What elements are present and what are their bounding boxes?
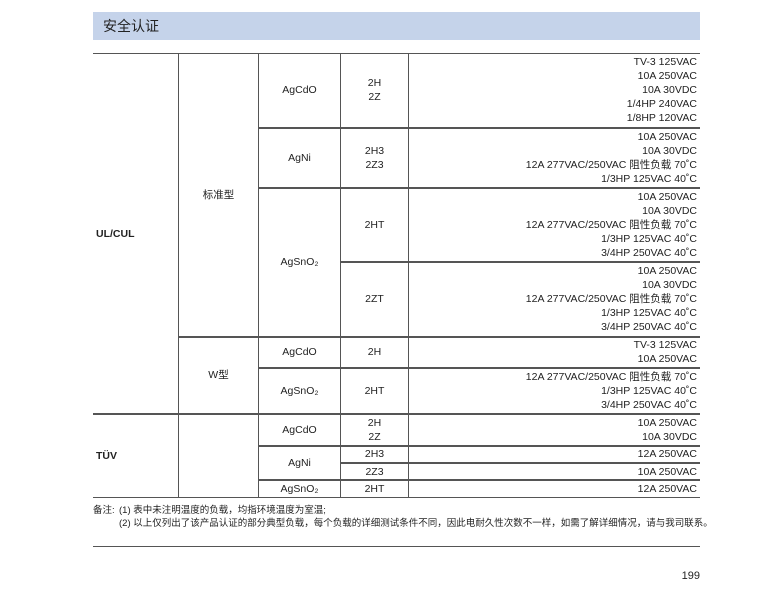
certification: TÜV	[96, 449, 117, 462]
contact-form-cell: 2H 2Z	[340, 414, 408, 446]
rating-cell: 12A 250VAC	[408, 480, 700, 498]
rule	[93, 546, 700, 547]
rating-cell: 10A 250VAC 10A 30VDC	[408, 414, 700, 446]
contact-form: 2ZT	[365, 293, 384, 306]
rating: 10A 250VAC	[637, 70, 697, 83]
type-cell: 标准型	[178, 53, 258, 337]
contact-form: 2HT	[364, 483, 385, 496]
rating: 1/3HP 125VAC 40˚C	[601, 172, 697, 185]
material: AgNi	[288, 151, 311, 164]
contact-form: 2Z	[368, 430, 381, 443]
rating: 12A 277VAC/250VAC 阻性负载 70˚C	[525, 293, 697, 306]
contact-form: 2Z3	[365, 158, 384, 171]
contact-form-cell: 2HT	[340, 480, 408, 498]
contact-form-cell: 2H3	[340, 445, 408, 464]
material-cell: AgSnO₂	[258, 480, 340, 498]
material: AgSnO₂	[280, 256, 319, 269]
rating: TV-3 125VAC	[633, 339, 697, 352]
rating: 10A 250VAC	[637, 190, 697, 203]
material-cell: AgNi	[258, 445, 340, 481]
rating: 12A 277VAC/250VAC 阻性负载 70˚C	[525, 371, 697, 384]
contact-form: 2Z	[368, 91, 381, 104]
material-cell: AgNi	[258, 127, 340, 188]
material: AgSnO₂	[280, 385, 319, 398]
material: AgCdO	[282, 84, 317, 97]
rating: 1/3HP 125VAC 40˚C	[601, 232, 697, 245]
material: AgNi	[288, 457, 311, 470]
contact-form: 2H3	[364, 144, 385, 157]
material: AgCdO	[282, 423, 317, 436]
rating-cell: 10A 250VAC 10A 30VDC 12A 277VAC/250VAC 阻性负…	[408, 262, 700, 337]
type: 标准型	[202, 188, 235, 201]
rating: TV-3 125VAC	[633, 56, 697, 69]
material-cell: AgSnO₂	[258, 187, 340, 337]
contact-form-cell: 2HT	[340, 368, 408, 415]
contact-form-cell: 2H3 2Z3	[340, 127, 408, 188]
cert-cell: UL/CUL	[93, 53, 178, 415]
material-cell: AgCdO	[258, 414, 340, 446]
rating: 1/3HP 125VAC 40˚C	[601, 385, 697, 398]
rating: 12A 250VAC	[637, 483, 697, 496]
rating: 3/4HP 250VAC 40˚C	[601, 246, 697, 259]
material-cell: AgSnO₂	[258, 368, 340, 415]
rating: 10A 250VAC	[637, 130, 697, 143]
rating: 10A 30VDC	[642, 204, 697, 217]
rating: 3/4HP 250VAC 40˚C	[601, 399, 697, 412]
contact-form: 2H	[367, 416, 382, 429]
contact-form-cell: 2H 2Z	[340, 53, 408, 128]
rating-cell: TV-3 125VAC 10A 250VAC 10A 30VDC 1/4HP 240V…	[408, 53, 700, 128]
section-header: 安全认证	[93, 12, 700, 40]
contact-form-cell: 2HT	[340, 187, 408, 263]
cert-cell: TÜV	[93, 414, 178, 498]
rating-cell: 12A 277VAC/250VAC 阻性负载 70˚C 1/3HP 125VAC …	[408, 368, 700, 415]
note: (2) 以上仅列出了该产品认证的部分典型负载，每个负载的详细测试条件不同，因此电…	[119, 518, 713, 529]
type: W型	[208, 369, 229, 382]
rating: 12A 277VAC/250VAC 阻性负载 70˚C	[525, 158, 697, 171]
rating-cell: 10A 250VAC 10A 30VDC 12A 277VAC/250VAC 阻性负…	[408, 127, 700, 188]
certification: UL/CUL	[96, 227, 135, 240]
material: AgCdO	[282, 346, 317, 359]
rating: 10A 250VAC	[637, 265, 697, 278]
type-cell	[178, 414, 258, 498]
material: AgSnO₂	[280, 483, 319, 496]
contact-form: 2HT	[364, 218, 385, 231]
rating: 10A 30VDC	[642, 84, 697, 97]
material-cell: AgCdO	[258, 53, 340, 128]
contact-form: 2HT	[364, 385, 385, 398]
page-number: 199	[681, 570, 700, 582]
contact-form: 2Z3	[365, 465, 384, 478]
contact-form: 2H3	[364, 448, 385, 461]
notes-label: 备注:	[93, 505, 115, 516]
contact-form: 2H	[367, 77, 382, 90]
rating-cell: 10A 250VAC 10A 30VDC 12A 277VAC/250VAC 阻性负…	[408, 187, 700, 263]
contact-form: 2H	[367, 346, 382, 359]
rating: 10A 30VDC	[642, 144, 697, 157]
rating: 10A 30VDC	[642, 430, 697, 443]
rating: 1/3HP 125VAC 40˚C	[601, 307, 697, 320]
rating-cell: TV-3 125VAC 10A 250VAC	[408, 336, 700, 369]
note: (1) 表中未注明温度的负载，均指环境温度为室温;	[119, 505, 326, 516]
rating: 1/8HP 120VAC	[626, 112, 697, 125]
rating: 10A 250VAC	[637, 416, 697, 429]
contact-form-cell: 2ZT	[340, 262, 408, 337]
rating: 1/4HP 240VAC	[626, 98, 697, 111]
rating-cell: 10A 250VAC	[408, 463, 700, 481]
material-cell: AgCdO	[258, 336, 340, 369]
type-cell: W型	[178, 336, 258, 415]
rating: 12A 277VAC/250VAC 阻性负载 70˚C	[525, 218, 697, 231]
rating: 12A 250VAC	[637, 448, 697, 461]
rating-cell: 12A 250VAC	[408, 445, 700, 464]
contact-form-cell: 2Z3	[340, 463, 408, 481]
rating: 10A 250VAC	[637, 353, 697, 366]
contact-form-cell: 2H	[340, 336, 408, 369]
rating: 3/4HP 250VAC 40˚C	[601, 321, 697, 334]
rating: 10A 250VAC	[637, 465, 697, 478]
rating: 10A 30VDC	[642, 279, 697, 292]
